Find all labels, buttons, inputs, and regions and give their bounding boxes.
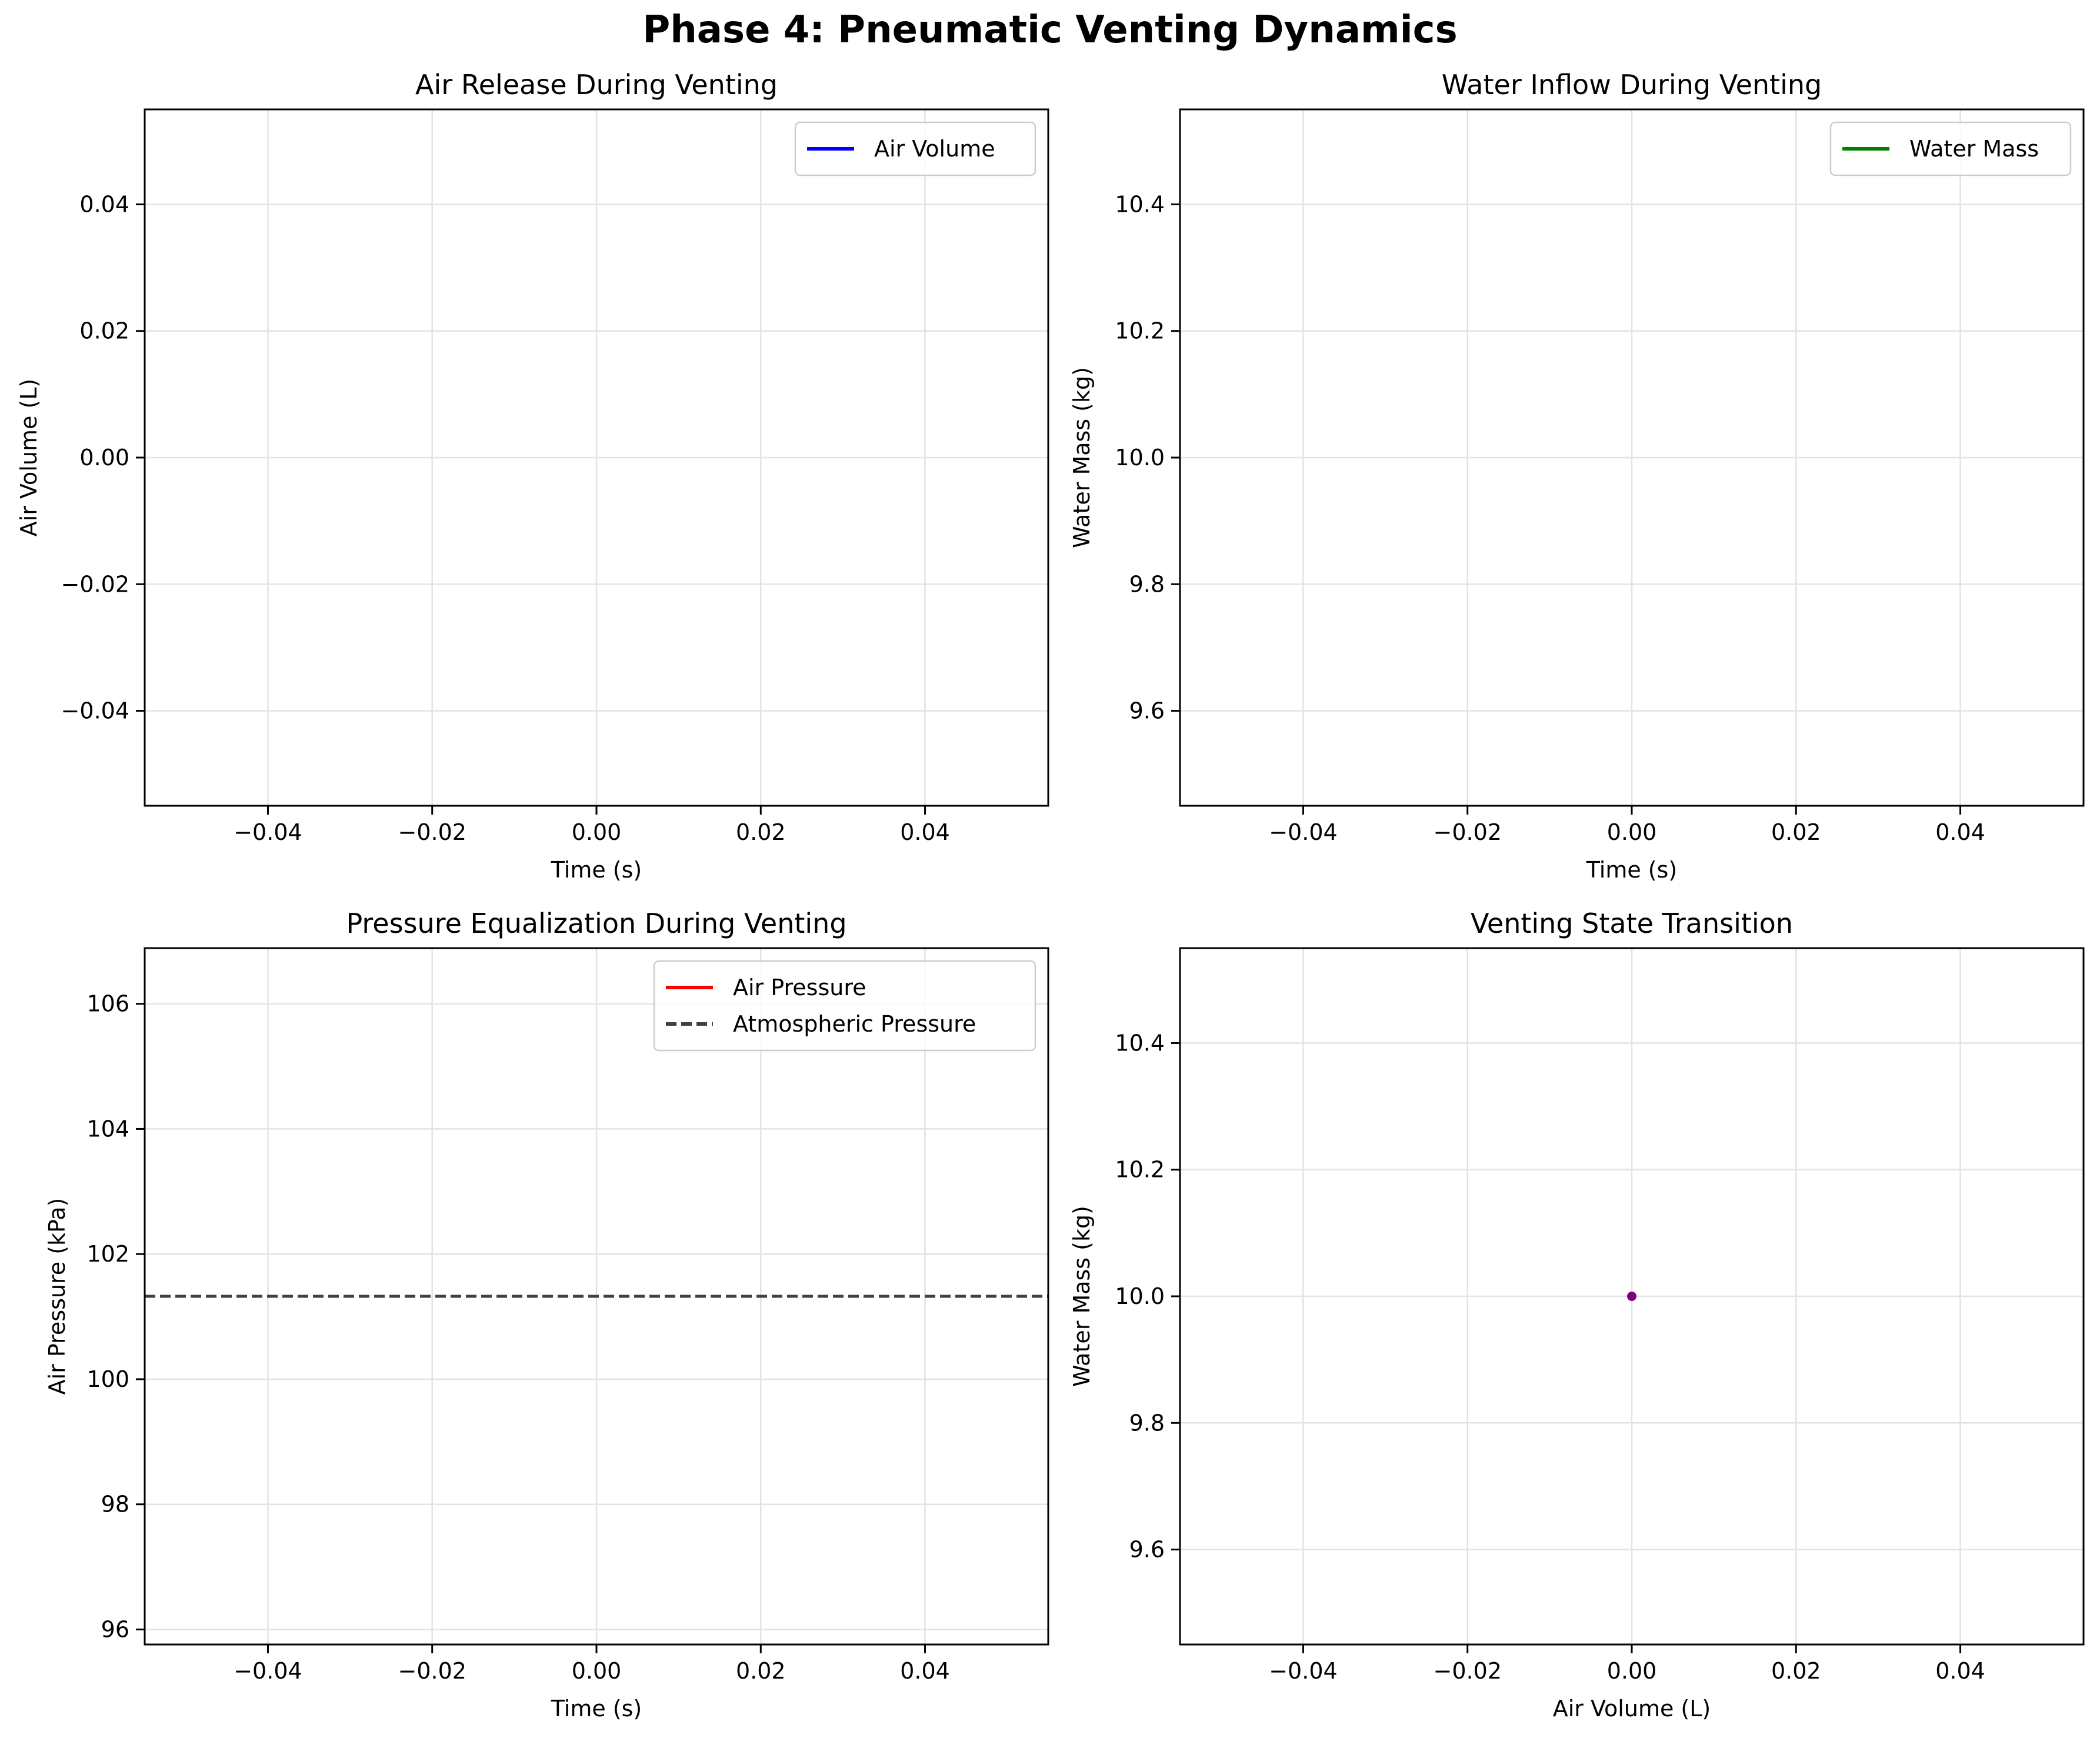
x-tick-label: 0.00 [572, 1658, 622, 1684]
y-tick-label: 102 [86, 1241, 129, 1267]
y-axis-label: Air Pressure (kPa) [44, 1198, 70, 1395]
legend-label: Air Pressure [733, 975, 866, 1000]
chart-title: Water Inflow During Venting [1442, 69, 1822, 101]
legend-label: Water Mass [1909, 136, 2039, 162]
x-tick-label: −0.04 [1269, 1658, 1337, 1684]
chart-panel-1: −0.04 −0.02 0.00 0.02 0.04 −0.04 −0.02 0.00 0.02… [16, 69, 1049, 883]
y-tick-label: −0.02 [61, 571, 129, 597]
x-tick-label: 0.02 [1771, 1658, 1821, 1684]
x-axis-label: Time (s) [551, 857, 642, 883]
y-tick-label: 100 [86, 1366, 129, 1392]
y-tick-label: −0.04 [61, 698, 129, 724]
x-tick-label: −0.02 [1434, 1658, 1502, 1684]
x-axis-label: Time (s) [551, 1696, 642, 1722]
legend: Water Mass [1829, 121, 2072, 176]
y-tick-label: 106 [86, 991, 129, 1017]
y-tick-label: 98 [101, 1492, 129, 1517]
x-tick-label: 0.02 [736, 819, 786, 845]
x-tick-label: 0.04 [1935, 819, 1985, 845]
x-tick-label: 0.02 [1771, 819, 1821, 845]
y-tick-label: 10.4 [1115, 191, 1165, 217]
x-axis-label: Air Volume (L) [1553, 1696, 1711, 1722]
chart-title: Venting State Transition [1471, 908, 1793, 939]
chart-title: Pressure Equalization During Venting [346, 908, 846, 939]
y-tick-label: 9.6 [1129, 698, 1165, 724]
y-tick-label: 0.02 [79, 318, 129, 344]
legend-box [1829, 121, 2072, 176]
chart-title: Air Release During Venting [415, 69, 778, 101]
y-tick-label: 10.2 [1115, 318, 1165, 344]
y-tick-label: 9.6 [1129, 1537, 1165, 1563]
x-tick-label: 0.02 [736, 1658, 786, 1684]
legend-label: Atmospheric Pressure [733, 1011, 976, 1037]
x-tick-label: 0.04 [900, 1658, 950, 1684]
x-axis-label: Time (s) [1586, 857, 1678, 883]
y-axis-label: Water Mass (kg) [1069, 367, 1095, 548]
legend-box [794, 121, 1036, 176]
x-tick-label: 0.00 [572, 819, 622, 845]
x-tick-label: 0.00 [1607, 819, 1657, 845]
y-tick-label: 10.0 [1115, 1283, 1165, 1309]
data-point [1627, 1292, 1636, 1301]
chart-panel-3: −0.04 −0.02 0.00 0.02 0.04 96 98 100 102 104 106 Pr… [44, 908, 1049, 1722]
legend: Air Volume [794, 121, 1036, 176]
x-tick-label: −0.04 [234, 819, 302, 845]
x-tick-label: 0.04 [900, 819, 950, 845]
legend: Air Pressure Atmospheric Pressure [653, 960, 1036, 1052]
legend-box [653, 960, 1036, 1052]
y-tick-label: 0.00 [79, 445, 129, 471]
chart-panel-4: −0.04 −0.02 0.00 0.02 0.04 9.6 9.8 10.0 10.2 10.4… [1069, 908, 2085, 1722]
y-tick-label: 10.0 [1115, 445, 1165, 471]
x-tick-label: 0.00 [1607, 1658, 1657, 1684]
x-tick-label: −0.02 [398, 1658, 466, 1684]
y-tick-label: 9.8 [1129, 1410, 1165, 1436]
x-tick-label: −0.02 [1434, 819, 1502, 845]
figure-title: Phase 4: Pneumatic Venting Dynamics [642, 8, 1458, 52]
x-tick-label: 0.04 [1935, 1658, 1985, 1684]
x-tick-label: −0.04 [234, 1658, 302, 1684]
y-axis-label: Water Mass (kg) [1069, 1206, 1095, 1387]
y-tick-label: 10.2 [1115, 1157, 1165, 1183]
y-axis-label: Air Volume (L) [16, 379, 42, 537]
legend-label: Air Volume [874, 136, 995, 162]
x-tick-label: −0.04 [1269, 819, 1337, 845]
y-tick-label: 10.4 [1115, 1030, 1165, 1056]
y-tick-label: 96 [101, 1616, 129, 1642]
chart-panel-2: −0.04 −0.02 0.00 0.02 0.04 9.6 9.8 10.0 10.2 10.4… [1069, 69, 2085, 883]
y-tick-label: 104 [86, 1116, 129, 1142]
x-tick-label: −0.02 [398, 819, 466, 845]
y-tick-label: 9.8 [1129, 571, 1165, 597]
y-tick-label: 0.04 [79, 191, 129, 217]
